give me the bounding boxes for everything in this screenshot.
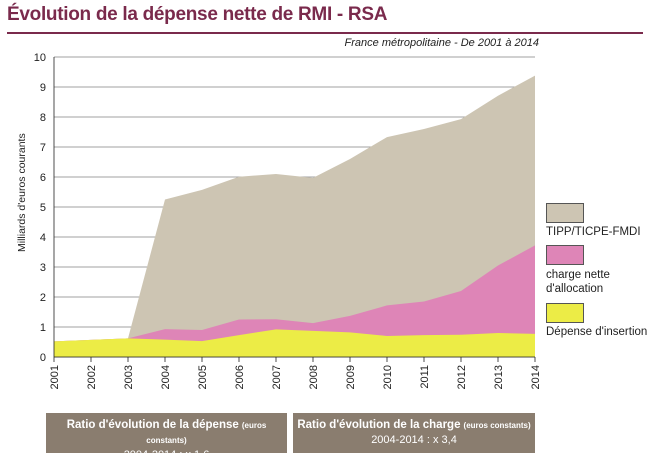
title-divider — [7, 32, 643, 34]
x-tick-label: 2009 — [345, 365, 357, 389]
area-charge-nette-d-allocation — [54, 245, 535, 357]
x-tick-label: 2007 — [271, 365, 283, 389]
y-tick-label: 7 — [40, 142, 46, 154]
legend-label-insertion: Dépense d'insertion — [546, 326, 648, 338]
ratio-box-depense: Ratio d'évolution de la dépense (euros c… — [46, 413, 287, 461]
x-tick-label: 2006 — [234, 365, 246, 389]
area-tipp-ticpe-fmdi — [54, 75, 535, 357]
legend-swatch-insertion — [546, 303, 584, 323]
y-tick-label: 9 — [40, 82, 46, 94]
x-tick-label: 2008 — [308, 365, 320, 389]
y-tick-label: 3 — [40, 262, 46, 274]
legend-label-allocation-line1: charge nette — [546, 269, 610, 281]
ratio-charge-note: (euros constants) — [463, 421, 531, 430]
ratio-box-charge: Ratio d'évolution de la charge (euros co… — [293, 413, 535, 453]
legend-label-allocation-line2: d'allocation — [546, 283, 604, 295]
x-tick-label: 2014 — [530, 365, 542, 389]
x-tick-label: 2002 — [86, 365, 98, 389]
x-tick-label: 2004 — [160, 365, 172, 389]
legend-swatch-tipp — [546, 203, 584, 223]
y-tick-label: 6 — [40, 172, 46, 184]
x-tick-label: 2005 — [197, 365, 209, 389]
y-tick-label: 0 — [40, 352, 46, 364]
y-tick-label: 1 — [40, 322, 46, 334]
y-tick-label: 5 — [40, 202, 46, 214]
ratio-charge-title: Ratio d'évolution de la charge — [297, 419, 461, 431]
x-tick-label: 2013 — [493, 365, 505, 389]
x-tick-label: 2012 — [456, 365, 468, 389]
chart-title: Évolution de la dépense nette de RMI - R… — [7, 4, 388, 25]
chart-subtitle: France métropolitaine - De 2001 à 2014 — [344, 37, 539, 49]
ratio-depense-note: (euros constants) — [146, 421, 267, 445]
y-tick-label: 8 — [40, 112, 46, 124]
ratio-depense-title: Ratio d'évolution de la dépense — [66, 419, 239, 431]
y-tick-label: 4 — [40, 232, 46, 244]
legend-label-tipp: TIPP/TICPE-FMDI — [546, 226, 641, 238]
x-tick-label: 2001 — [49, 365, 61, 389]
legend-swatch-allocation — [546, 245, 584, 265]
area-d-pense-d-insertion — [54, 329, 535, 357]
ratio-charge-value: 2004-2014 : x 3,4 — [371, 434, 457, 446]
x-tick-label: 2003 — [123, 365, 135, 389]
legend-label-allocation: charge nette d'allocation — [546, 268, 610, 296]
x-tick-label: 2010 — [382, 365, 394, 389]
ratio-depense-value: 2004-2014 : x 1,6 — [123, 449, 210, 461]
x-tick-label: 2011 — [419, 365, 431, 389]
y-tick-label: 2 — [40, 292, 46, 304]
y-tick-label: 10 — [34, 52, 46, 64]
